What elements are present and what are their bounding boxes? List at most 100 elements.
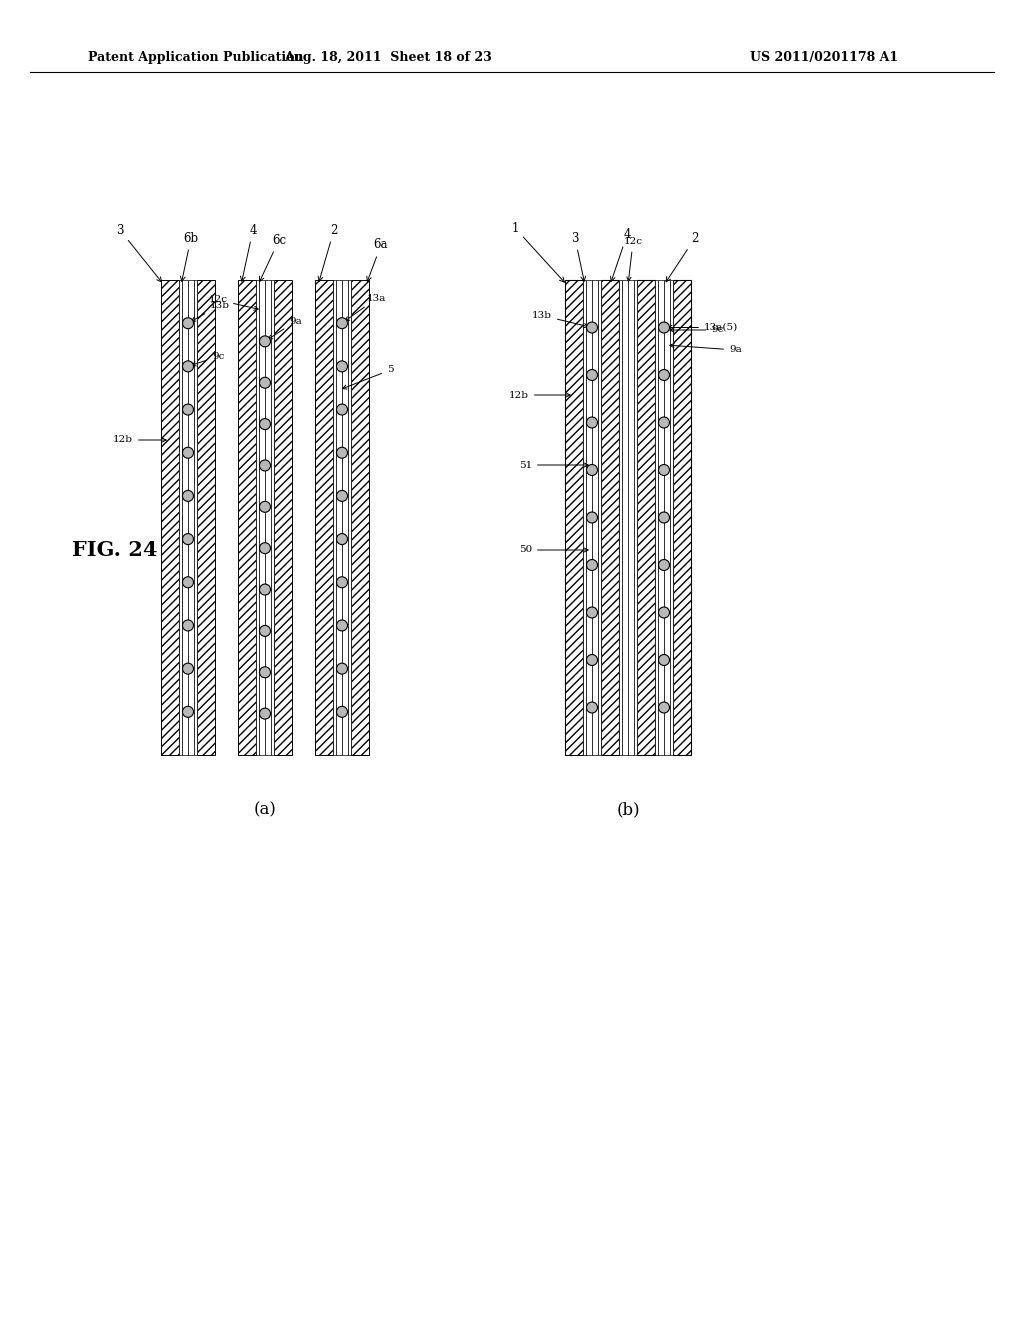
Circle shape: [587, 465, 597, 475]
Circle shape: [182, 706, 194, 717]
Circle shape: [259, 708, 270, 719]
Bar: [342, 280, 348, 755]
Circle shape: [587, 322, 597, 333]
Circle shape: [337, 706, 347, 717]
Bar: [622, 280, 628, 755]
Circle shape: [658, 370, 670, 380]
Bar: [658, 280, 664, 755]
Circle shape: [259, 667, 270, 677]
Bar: [271, 280, 274, 755]
Circle shape: [658, 322, 670, 333]
Circle shape: [658, 655, 670, 665]
Text: Patent Application Publication: Patent Application Publication: [88, 51, 303, 65]
Circle shape: [658, 417, 670, 428]
Circle shape: [259, 626, 270, 636]
Bar: [259, 280, 265, 755]
Circle shape: [658, 465, 670, 475]
Bar: [182, 280, 188, 755]
Text: 4: 4: [610, 228, 631, 281]
Circle shape: [182, 577, 194, 587]
Circle shape: [337, 577, 347, 587]
Circle shape: [337, 404, 347, 414]
Circle shape: [182, 318, 194, 329]
Text: 13b: 13b: [532, 312, 588, 327]
Text: 51: 51: [519, 461, 588, 470]
Bar: [194, 280, 197, 755]
Bar: [161, 280, 179, 755]
Bar: [628, 280, 634, 755]
Circle shape: [337, 663, 347, 675]
Text: 9a: 9a: [670, 343, 741, 355]
Circle shape: [182, 404, 194, 414]
Circle shape: [259, 459, 270, 471]
Text: 6b: 6b: [180, 231, 199, 281]
Text: 9c: 9c: [670, 326, 723, 334]
Circle shape: [587, 512, 597, 523]
Circle shape: [337, 620, 347, 631]
Bar: [238, 280, 256, 755]
Text: 6a: 6a: [367, 239, 388, 281]
Text: 4: 4: [241, 223, 257, 281]
Bar: [583, 280, 586, 755]
Bar: [592, 280, 598, 755]
Text: 5: 5: [343, 366, 393, 389]
Bar: [188, 280, 194, 755]
Bar: [673, 280, 691, 755]
Circle shape: [587, 560, 597, 570]
Circle shape: [337, 533, 347, 545]
Circle shape: [259, 502, 270, 512]
Circle shape: [337, 360, 347, 372]
Circle shape: [182, 491, 194, 502]
Bar: [348, 280, 351, 755]
Text: 13a: 13a: [345, 293, 386, 321]
Bar: [179, 280, 182, 755]
Text: US 2011/0201178 A1: US 2011/0201178 A1: [750, 51, 898, 65]
Text: 2: 2: [667, 231, 698, 281]
Bar: [256, 280, 259, 755]
Bar: [333, 280, 336, 755]
Bar: [586, 280, 592, 755]
Text: FIG. 24: FIG. 24: [73, 540, 158, 560]
Circle shape: [587, 370, 597, 380]
Circle shape: [259, 543, 270, 553]
Bar: [336, 280, 342, 755]
Bar: [634, 280, 637, 755]
Text: 2: 2: [318, 223, 338, 281]
Circle shape: [658, 560, 670, 570]
Bar: [664, 280, 670, 755]
Text: 13a(5): 13a(5): [668, 323, 738, 333]
Circle shape: [658, 607, 670, 618]
Text: (b): (b): [616, 801, 640, 818]
Text: 3: 3: [571, 231, 586, 281]
Circle shape: [182, 533, 194, 545]
Bar: [565, 280, 583, 755]
Text: 1: 1: [511, 222, 564, 282]
Bar: [655, 280, 658, 755]
Circle shape: [259, 335, 270, 347]
Circle shape: [337, 318, 347, 329]
Bar: [670, 280, 673, 755]
Bar: [598, 280, 601, 755]
Circle shape: [182, 360, 194, 372]
Bar: [618, 280, 622, 755]
Bar: [637, 280, 655, 755]
Text: 6c: 6c: [259, 234, 286, 281]
Text: 12b: 12b: [113, 436, 166, 445]
Circle shape: [587, 702, 597, 713]
Circle shape: [182, 663, 194, 675]
Text: 3: 3: [117, 223, 162, 282]
Bar: [274, 280, 292, 755]
Circle shape: [259, 378, 270, 388]
Text: 13b: 13b: [191, 301, 230, 321]
Circle shape: [337, 447, 347, 458]
Bar: [265, 280, 271, 755]
Text: 50: 50: [519, 545, 588, 554]
Text: 9a: 9a: [268, 317, 302, 339]
Text: 12c: 12c: [624, 238, 642, 281]
Circle shape: [259, 583, 270, 595]
Bar: [601, 280, 618, 755]
Circle shape: [658, 702, 670, 713]
Bar: [315, 280, 333, 755]
Circle shape: [259, 418, 270, 429]
Text: (a): (a): [254, 801, 276, 818]
